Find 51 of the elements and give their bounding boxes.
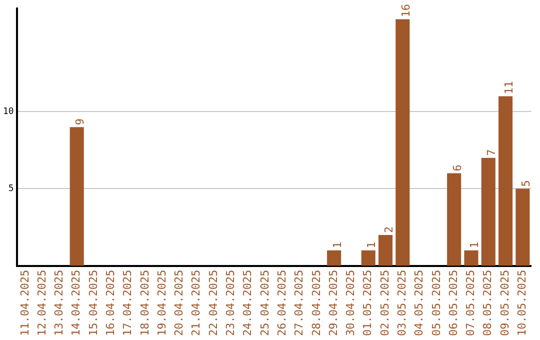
data-label: 5	[520, 180, 533, 187]
x-tick-label: 19.04.2025	[155, 270, 168, 336]
x-tick-label: 17.04.2025	[121, 270, 134, 336]
bar	[396, 19, 410, 266]
x-tick-label: 27.04.2025	[292, 270, 306, 336]
x-tick-label: 06.05.2025	[446, 270, 460, 336]
x-tick-label: 30.04.2025	[344, 270, 358, 336]
x-tick-label: 28.04.2025	[310, 270, 323, 336]
bar	[498, 96, 513, 266]
bar	[327, 250, 342, 266]
x-tick-label: 01.05.2025	[361, 270, 374, 336]
x-tick-label: 10.05.2025	[516, 270, 529, 336]
x-tick-label: 29.04.2025	[326, 270, 340, 336]
bar	[447, 173, 462, 266]
x-tick-label: 24.04.2025	[241, 270, 254, 336]
x-tick-label: 07.05.2025	[464, 270, 478, 336]
bar	[516, 188, 530, 266]
x-tick-label: 04.05.2025	[412, 270, 426, 336]
data-label: 16	[400, 4, 412, 18]
x-tick-label: 12.04.2025	[35, 270, 48, 336]
data-label: 9	[74, 118, 87, 126]
x-tick-label: 02.05.2025	[378, 270, 392, 336]
data-label: 2	[382, 226, 396, 233]
data-label: 7	[485, 149, 498, 156]
x-tick-label: 20.04.2025	[172, 270, 186, 336]
x-tick-label: 21.04.2025	[190, 270, 203, 336]
x-tick-label: 25.04.2025	[258, 270, 272, 336]
data-label: 1	[365, 242, 378, 248]
data-label: 1	[468, 242, 482, 248]
x-tick-label: 23.04.2025	[224, 270, 238, 336]
x-tick-label: 14.04.2025	[70, 270, 83, 336]
x-tick-label: 22.04.2025	[206, 270, 220, 336]
x-tick-label: 15.04.2025	[86, 270, 100, 336]
x-tick-label: 09.05.2025	[498, 270, 512, 336]
x-tick-label: 18.04.2025	[138, 270, 152, 336]
bar	[464, 250, 478, 266]
x-tick-label: 08.05.2025	[481, 270, 494, 336]
data-label: 1	[330, 242, 344, 248]
x-tick-label: 05.05.2025	[430, 270, 443, 336]
bar	[361, 250, 376, 266]
y-tick-label: 10	[2, 107, 14, 117]
bar	[378, 234, 393, 266]
bar	[481, 158, 496, 266]
x-tick-label: 11.04.2025	[18, 270, 32, 336]
x-tick-label: 13.04.2025	[52, 270, 66, 336]
x-tick-label: 03.05.2025	[396, 270, 408, 336]
data-label: 11	[502, 80, 516, 94]
bar	[70, 127, 84, 266]
x-tick-label: 16.04.2025	[104, 270, 118, 336]
data-label: 6	[450, 164, 464, 172]
x-tick-label: 26.04.2025	[275, 270, 288, 336]
